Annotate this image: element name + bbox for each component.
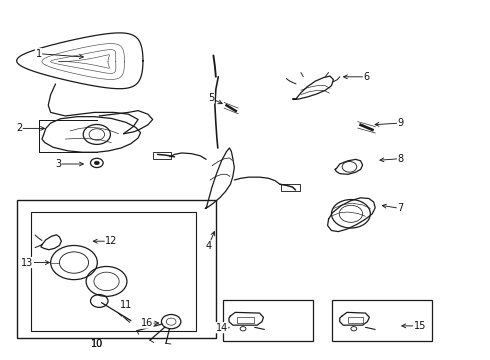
Bar — [348, 317, 363, 323]
Text: 3: 3 — [55, 159, 61, 169]
Text: 6: 6 — [364, 72, 369, 82]
Text: 5: 5 — [208, 93, 214, 103]
Text: 8: 8 — [397, 154, 404, 164]
Text: 2: 2 — [16, 123, 22, 134]
Text: 14: 14 — [216, 323, 228, 333]
Bar — [223, 300, 313, 341]
Bar — [237, 317, 254, 323]
Text: 11: 11 — [120, 300, 132, 310]
Text: 1: 1 — [35, 49, 42, 59]
Text: 7: 7 — [397, 203, 404, 213]
Text: 9: 9 — [397, 118, 404, 128]
Text: 10: 10 — [91, 339, 103, 350]
Bar — [332, 300, 432, 341]
Bar — [281, 184, 300, 192]
Bar — [153, 152, 171, 159]
Bar — [17, 199, 216, 338]
Text: 15: 15 — [414, 321, 426, 331]
Text: 12: 12 — [105, 236, 118, 246]
Text: 16: 16 — [141, 318, 153, 328]
Text: 10: 10 — [91, 339, 103, 350]
Bar — [31, 212, 196, 331]
Text: 4: 4 — [205, 241, 212, 251]
Circle shape — [95, 161, 99, 165]
Text: 13: 13 — [21, 257, 33, 267]
